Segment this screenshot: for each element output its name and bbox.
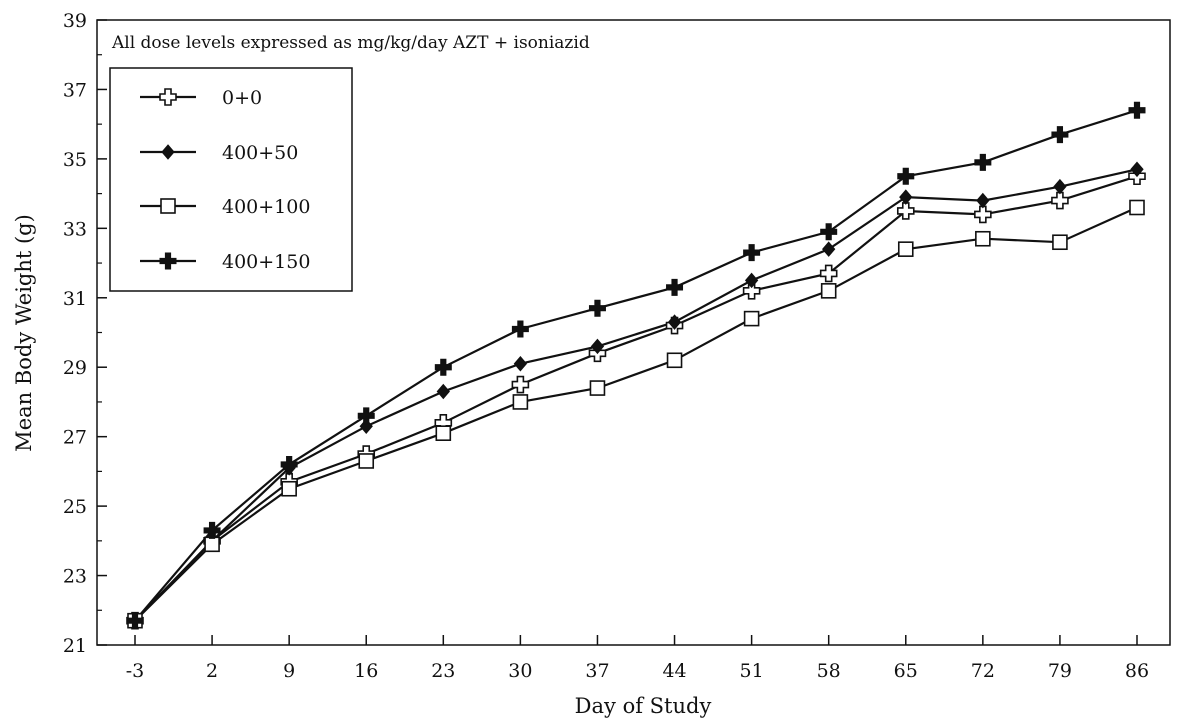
legend-label-400+50: 400+50: [222, 142, 298, 164]
x-tick-label: 51: [740, 660, 764, 682]
x-tick-label: 30: [508, 660, 532, 682]
legend-marker-400+150: [159, 252, 177, 270]
data-point: [897, 167, 915, 185]
data-point: [896, 202, 915, 220]
legend-label-0+0: 0+0: [222, 87, 262, 109]
x-tick-label: -3: [126, 660, 145, 682]
x-tick-label: 9: [283, 660, 295, 682]
series-400+50: [134, 168, 1138, 622]
y-tick-label: 37: [63, 79, 87, 101]
legend: 0+0 400+50 400+100 400+150: [140, 87, 310, 273]
data-point: [820, 223, 838, 241]
data-point: [357, 407, 375, 425]
x-tick-label: 16: [354, 660, 378, 682]
legend-label-400+150: 400+150: [222, 251, 310, 273]
y-axis-title: Mean Body Weight (g): [12, 214, 36, 452]
series-layer: [126, 101, 1146, 630]
y-tick-label: 29: [63, 357, 87, 379]
data-point: [974, 205, 992, 224]
data-point: [1051, 126, 1069, 144]
data-point: [1130, 161, 1144, 178]
x-axis: -3 2 9 16 23 30 37 44 51 58 65 72 79 86: [126, 635, 1149, 682]
data-point: [743, 310, 760, 327]
data-point: [511, 375, 530, 394]
y-axis: 21 23 25 27 29 31 33 35 37 39: [63, 10, 107, 657]
data-point: [974, 153, 992, 171]
series-line-400+50: [134, 168, 1138, 622]
data-point: [1129, 199, 1145, 216]
data-point: [513, 355, 528, 372]
x-tick-label: 2: [206, 660, 218, 682]
x-tick-label: 44: [662, 660, 686, 682]
x-tick-label: 72: [971, 660, 995, 682]
data-point: [590, 338, 605, 355]
data-point: [819, 264, 838, 283]
x-tick-label: 23: [431, 660, 455, 682]
series-markers-400+150: [126, 101, 1146, 630]
data-point: [820, 283, 837, 299]
data-point: [280, 455, 298, 473]
y-tick-label: 35: [63, 149, 87, 171]
y-tick-label: 33: [63, 218, 87, 240]
y-tick-label: 25: [63, 496, 87, 518]
y-tick-label: 39: [63, 10, 87, 32]
data-point: [742, 282, 761, 300]
data-point: [744, 272, 759, 289]
data-point: [1051, 191, 1069, 210]
series-line-400+100: [134, 206, 1138, 622]
x-tick-label: 58: [817, 660, 841, 682]
data-point: [588, 299, 606, 317]
legend-marker-400+100: [160, 198, 176, 214]
y-tick-label: 31: [63, 288, 87, 310]
data-point: [743, 244, 761, 262]
x-tick-label: 79: [1048, 660, 1072, 682]
data-point: [667, 314, 682, 330]
x-tick-label: 86: [1125, 660, 1149, 682]
series-0+0: [134, 175, 1138, 622]
legend-marker-400+50: [161, 144, 175, 160]
data-point: [589, 380, 606, 396]
data-point: [975, 230, 991, 247]
data-point: [899, 189, 913, 205]
series-line-0+0: [134, 175, 1138, 622]
legend-label-400+100: 400+100: [222, 196, 310, 218]
data-point: [436, 383, 450, 400]
data-point: [1128, 101, 1146, 119]
data-point: [203, 521, 221, 539]
y-tick-label: 27: [63, 427, 87, 449]
x-axis-title: Day of Study: [575, 694, 712, 718]
legend-marker-0+0: [159, 88, 177, 106]
series-400+100: [134, 206, 1138, 622]
data-point: [511, 320, 529, 338]
data-point: [126, 612, 144, 630]
dose-annotation: All dose levels expressed as mg/kg/day A…: [111, 33, 590, 53]
data-point: [1052, 234, 1068, 251]
data-point: [666, 352, 683, 369]
series-line-400+150: [134, 109, 1138, 622]
x-tick-label: 65: [894, 660, 918, 682]
data-point: [897, 241, 914, 257]
data-point: [204, 536, 220, 553]
x-tick-label: 37: [585, 660, 609, 682]
data-point: [281, 480, 297, 497]
y-tick-label: 23: [63, 566, 87, 588]
y-tick-label: 21: [63, 635, 87, 657]
data-point: [358, 453, 375, 469]
legend-box: [109, 67, 353, 292]
data-point: [666, 278, 684, 296]
series-markers-400+100: [127, 199, 1145, 629]
data-point: [1053, 178, 1067, 195]
data-point: [512, 394, 529, 410]
series-400+150: [134, 109, 1138, 622]
data-point: [822, 241, 836, 257]
data-point: [435, 425, 452, 441]
data-point: [976, 192, 990, 209]
data-point: [434, 358, 452, 376]
